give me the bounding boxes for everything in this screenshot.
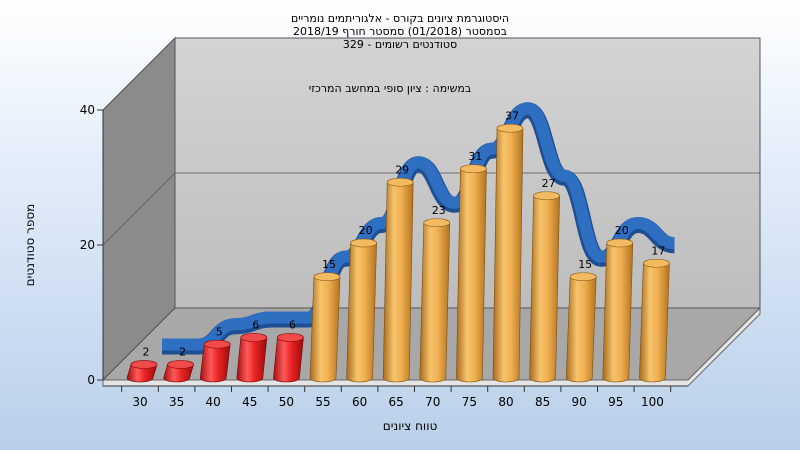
bar: [419, 218, 451, 383]
gridline: [102, 307, 760, 381]
x-tick-label: 95: [608, 395, 623, 409]
x-tick-label: 55: [315, 395, 330, 409]
bar-top-cap: [386, 177, 414, 187]
bar: [346, 238, 377, 383]
x-tick-label: 65: [389, 395, 404, 409]
data-label: 27: [542, 177, 556, 190]
x-tick-label: 50: [279, 395, 294, 409]
y-axis-label: מספר סטודנטים: [23, 203, 37, 287]
bar: [639, 258, 670, 383]
chart-title-line-2: בסמסטר (01/2018) סמסטר חורף 2018/19: [293, 25, 507, 38]
data-label: 37: [505, 109, 519, 122]
bar-top-cap: [496, 123, 524, 133]
data-label: 23: [432, 204, 446, 217]
chart-title-line-1: היסטוגרמת ציונים בקורס - אלגוריתמים נומר…: [290, 12, 510, 25]
data-label: 2: [179, 346, 186, 359]
data-label: 29: [395, 163, 409, 176]
bar-top-cap: [460, 164, 487, 174]
x-tick-label: 35: [169, 395, 184, 409]
data-label: 6: [289, 319, 296, 332]
x-tick-label: 45: [242, 395, 257, 409]
bar: [492, 123, 524, 383]
x-tick-label: 60: [352, 395, 367, 409]
bar-top-cap: [277, 333, 304, 342]
bar: [565, 272, 597, 383]
bar-top-cap: [313, 272, 341, 282]
data-label: 20: [359, 224, 373, 237]
x-axis-label: טווח ציונים: [382, 419, 438, 433]
data-label: 5: [216, 325, 223, 338]
bar-top-cap: [569, 272, 597, 282]
data-label: 17: [651, 244, 665, 257]
bar: [382, 177, 414, 383]
y-tick-label: 40: [80, 103, 95, 117]
x-tick-label: 30: [132, 395, 147, 409]
data-label: 20: [615, 224, 629, 237]
gridline: [102, 37, 760, 111]
bar-top-cap: [533, 191, 560, 201]
data-label: 15: [578, 258, 592, 271]
bar-top-cap: [130, 360, 158, 369]
chart-title-line-3: סטודנטים רשומים - 329: [342, 38, 458, 51]
bar-top-cap: [240, 333, 268, 342]
data-label: 15: [322, 258, 336, 271]
data-label: 2: [143, 346, 150, 359]
series-line: [161, 102, 676, 351]
bar: [456, 164, 487, 383]
x-tick-label: 40: [206, 395, 221, 409]
bar-top-cap: [423, 218, 451, 228]
x-tick-label: 75: [462, 395, 477, 409]
bar-top-cap: [167, 360, 194, 369]
chart-annotation: במשימה : ציון סופי במחשב המרכזי: [308, 82, 472, 95]
x-tick-label: 70: [425, 395, 440, 409]
x-tick-label: 80: [498, 395, 513, 409]
data-label: 31: [468, 150, 482, 163]
bar-top-cap: [643, 258, 670, 268]
bar: [309, 272, 341, 383]
y-tick-label: 20: [80, 238, 95, 252]
x-tick-label: 90: [572, 395, 587, 409]
bar-top-cap: [606, 238, 634, 248]
x-tick-label: 85: [535, 395, 550, 409]
bar: [529, 191, 560, 383]
bar-top-cap: [203, 339, 231, 349]
x-tick-label: 100: [641, 395, 664, 409]
bar-top-cap: [350, 238, 377, 248]
bar: [602, 238, 634, 383]
y-tick-label: 0: [87, 373, 95, 387]
data-label: 6: [252, 319, 259, 332]
